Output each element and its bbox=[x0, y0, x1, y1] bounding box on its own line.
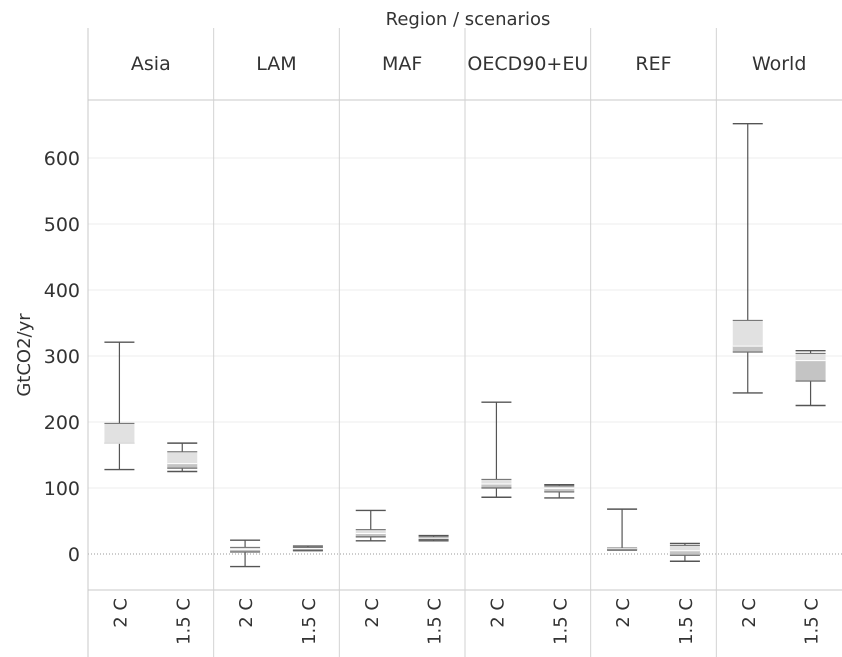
box-ref-1-5c bbox=[669, 542, 700, 562]
region-header: Asia bbox=[131, 53, 171, 75]
scenario-label: 2 C bbox=[236, 598, 257, 628]
scenario-label: 2 C bbox=[613, 598, 634, 628]
box-maf-2c bbox=[355, 509, 386, 542]
box-lower bbox=[481, 484, 512, 488]
scenario-label: 2 C bbox=[739, 598, 760, 628]
scenario-label: 1.5 C bbox=[425, 598, 446, 645]
box-upper bbox=[292, 547, 323, 549]
frame-layer bbox=[87, 28, 842, 657]
box-upper bbox=[795, 353, 826, 361]
box-ref-2c bbox=[607, 508, 638, 551]
y-tick-label: 100 bbox=[44, 478, 80, 500]
y-axis-label: GtCO2/yr bbox=[14, 313, 35, 397]
region-header: OECD90+EU bbox=[467, 53, 588, 75]
box-maf-1-5c bbox=[418, 534, 449, 542]
box-layer bbox=[104, 122, 826, 568]
box-lower bbox=[732, 346, 763, 353]
box-upper bbox=[104, 423, 135, 444]
y-tick-label: 500 bbox=[44, 214, 80, 236]
label-layer: 0 100 200 300 400 500 600 Asia 2 C 1.5 C LAM 2 C 1.5… bbox=[44, 53, 823, 645]
box-world-1-5c bbox=[795, 350, 826, 407]
scenario-label: 1.5 C bbox=[299, 598, 320, 645]
box-lower bbox=[418, 538, 449, 540]
box-world-2c bbox=[732, 122, 763, 394]
box-asia-2c bbox=[104, 341, 135, 471]
box-lam-2c bbox=[230, 539, 261, 568]
box-lower bbox=[292, 548, 323, 551]
scenario-label: 2 C bbox=[487, 598, 508, 628]
box-upper bbox=[669, 545, 700, 551]
box-upper bbox=[732, 320, 763, 347]
box-upper bbox=[544, 486, 575, 489]
box-upper bbox=[481, 479, 512, 485]
box-lower bbox=[669, 550, 700, 556]
y-tick-label: 0 bbox=[68, 544, 80, 566]
scenario-label: 1.5 C bbox=[173, 598, 194, 645]
y-tick-label: 400 bbox=[44, 280, 80, 302]
box-upper bbox=[355, 529, 386, 534]
y-tick-label: 600 bbox=[44, 148, 80, 170]
box-oecd90-eu-1-5c bbox=[544, 484, 575, 499]
box-lower bbox=[355, 533, 386, 537]
box-lower bbox=[230, 549, 261, 553]
box-lower bbox=[795, 360, 826, 382]
y-tick-label: 200 bbox=[44, 412, 80, 434]
box-upper bbox=[230, 547, 261, 550]
region-header: LAM bbox=[256, 53, 296, 75]
y-tick-label: 300 bbox=[44, 346, 80, 368]
box-lam-1-5c bbox=[292, 545, 323, 552]
box-lower bbox=[544, 488, 575, 492]
scenario-label: 2 C bbox=[362, 598, 383, 628]
chart-title: Region / scenarios bbox=[386, 9, 551, 30]
box-upper bbox=[167, 451, 198, 464]
region-header: REF bbox=[635, 53, 671, 75]
scenario-label: 2 C bbox=[110, 598, 131, 628]
box-oecd90-eu-2c bbox=[481, 401, 512, 498]
region-header: World bbox=[752, 53, 806, 75]
scenario-label: 1.5 C bbox=[802, 598, 823, 645]
scenario-label: 1.5 C bbox=[550, 598, 571, 645]
region-header: MAF bbox=[382, 53, 422, 75]
box-asia-1-5c bbox=[167, 442, 198, 473]
scenario-label: 1.5 C bbox=[676, 598, 697, 645]
box-lower bbox=[167, 463, 198, 469]
box-upper bbox=[418, 536, 449, 539]
